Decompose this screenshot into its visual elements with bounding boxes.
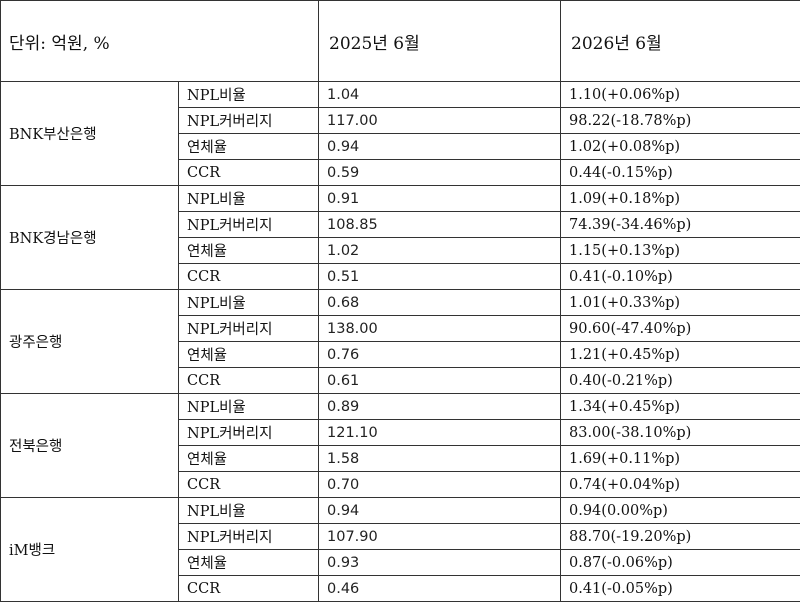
value-2025: 107.90 xyxy=(318,523,561,550)
value-2026: 0.41(-0.10%p) xyxy=(560,263,800,290)
metric-label: CCR xyxy=(178,159,319,186)
value-2025: 0.94 xyxy=(318,497,561,524)
metric-label: NPL비율 xyxy=(178,185,319,212)
value-2026: 83.00(-38.10%p) xyxy=(560,419,800,446)
table-row: 연체율 1.58 1.69(+0.11%p) xyxy=(1,445,800,472)
metric-label: NPL커버리지 xyxy=(178,211,319,238)
table-row: 연체율 0.94 1.02(+0.08%p) xyxy=(1,133,800,160)
metric-label: NPL비율 xyxy=(178,81,319,108)
value-2026: 74.39(-34.46%p) xyxy=(560,211,800,238)
value-2026: 98.22(-18.78%p) xyxy=(560,107,800,134)
value-2025: 0.76 xyxy=(318,341,561,368)
value-2025: 1.58 xyxy=(318,445,561,472)
value-2026: 1.69(+0.11%p) xyxy=(560,445,800,472)
value-2026: 88.70(-19.20%p) xyxy=(560,523,800,550)
table-row: 연체율 1.02 1.15(+0.13%p) xyxy=(1,237,800,264)
header-row: 단위: 억원, % 2025년 6월 2026년 6월 xyxy=(0,0,800,82)
value-2025: 1.02 xyxy=(318,237,561,264)
value-2026: 0.74(+0.04%p) xyxy=(560,471,800,498)
column-header-2026: 2026년 6월 xyxy=(560,0,800,82)
value-2026: 1.15(+0.13%p) xyxy=(560,237,800,264)
bank-name: BNK경남은행 xyxy=(0,185,179,290)
value-2026: 0.40(-0.21%p) xyxy=(560,367,800,394)
unit-label: 단위: 억원, % xyxy=(0,0,319,82)
value-2025: 0.70 xyxy=(318,471,561,498)
value-2025: 121.10 xyxy=(318,419,561,446)
value-2026: 1.21(+0.45%p) xyxy=(560,341,800,368)
value-2025: 0.51 xyxy=(318,263,561,290)
value-2025: 108.85 xyxy=(318,211,561,238)
value-2026: 0.41(-0.05%p) xyxy=(560,575,800,602)
bank-name: BNK부산은행 xyxy=(0,81,179,186)
metric-label: 연체율 xyxy=(178,549,319,576)
table-row: BNK부산은행 NPL비율 1.04 1.10(+0.06%p) xyxy=(0,81,800,186)
table-row: 연체율 0.76 1.21(+0.45%p) xyxy=(1,341,800,368)
metric-label: 연체율 xyxy=(178,445,319,472)
value-2026: 90.60(-47.40%p) xyxy=(560,315,800,342)
table-row: 광주은행 NPL비율 0.68 1.01(+0.33%p) xyxy=(0,289,800,394)
table-row: CCR 0.59 0.44(-0.15%p) xyxy=(1,159,800,186)
table-row: 전북은행 NPL비율 0.89 1.34(+0.45%p) xyxy=(0,393,800,498)
metric-label: NPL커버리지 xyxy=(178,419,319,446)
value-2025: 0.93 xyxy=(318,549,561,576)
value-2026: 0.94(0.00%p) xyxy=(560,497,800,524)
metric-label: 연체율 xyxy=(178,237,319,264)
value-2025: 0.94 xyxy=(318,133,561,160)
value-2025: 0.91 xyxy=(318,185,561,212)
value-2026: 0.87(-0.06%p) xyxy=(560,549,800,576)
value-2026: 1.01(+0.33%p) xyxy=(560,289,800,316)
value-2026: 0.44(-0.15%p) xyxy=(560,159,800,186)
value-2025: 117.00 xyxy=(318,107,561,134)
value-2026: 1.02(+0.08%p) xyxy=(560,133,800,160)
table-row: BNK경남은행 NPL비율 0.91 1.09(+0.18%p) xyxy=(0,185,800,290)
table-row: NPL커버리지 108.85 74.39(-34.46%p) xyxy=(1,211,800,238)
value-2026: 1.09(+0.18%p) xyxy=(560,185,800,212)
value-2025: 0.68 xyxy=(318,289,561,316)
metric-label: 연체율 xyxy=(178,341,319,368)
metric-label: CCR xyxy=(178,575,319,602)
table-row: NPL커버리지 121.10 83.00(-38.10%p) xyxy=(1,419,800,446)
table-row: CCR 0.51 0.41(-0.10%p) xyxy=(1,263,800,290)
bank-name: 광주은행 xyxy=(0,289,179,394)
value-2025: 0.46 xyxy=(318,575,561,602)
metric-label: NPL비율 xyxy=(178,289,319,316)
table-row: CCR 0.61 0.40(-0.21%p) xyxy=(1,367,800,394)
metric-label: NPL비율 xyxy=(178,393,319,420)
value-2025: 0.89 xyxy=(318,393,561,420)
value-2025: 1.04 xyxy=(318,81,561,108)
value-2026: 1.34(+0.45%p) xyxy=(560,393,800,420)
metric-label: NPL커버리지 xyxy=(178,523,319,550)
metric-label: NPL커버리지 xyxy=(178,107,319,134)
metric-label: CCR xyxy=(178,471,319,498)
metric-label: CCR xyxy=(178,367,319,394)
bank-name: iM뱅크 xyxy=(0,497,179,602)
column-header-2025: 2025년 6월 xyxy=(318,0,561,82)
metric-label: NPL커버리지 xyxy=(178,315,319,342)
value-2026: 1.10(+0.06%p) xyxy=(560,81,800,108)
metric-label: CCR xyxy=(178,263,319,290)
table-row: CCR 0.46 0.41(-0.05%p) xyxy=(1,575,800,602)
value-2025: 0.61 xyxy=(318,367,561,394)
table-row: iM뱅크 NPL비율 0.94 0.94(0.00%p) xyxy=(0,497,800,602)
value-2025: 138.00 xyxy=(318,315,561,342)
metric-label: NPL비율 xyxy=(178,497,319,524)
table-row: NPL커버리지 138.00 90.60(-47.40%p) xyxy=(1,315,800,342)
bank-name: 전북은행 xyxy=(0,393,179,498)
value-2025: 0.59 xyxy=(318,159,561,186)
metric-label: 연체율 xyxy=(178,133,319,160)
